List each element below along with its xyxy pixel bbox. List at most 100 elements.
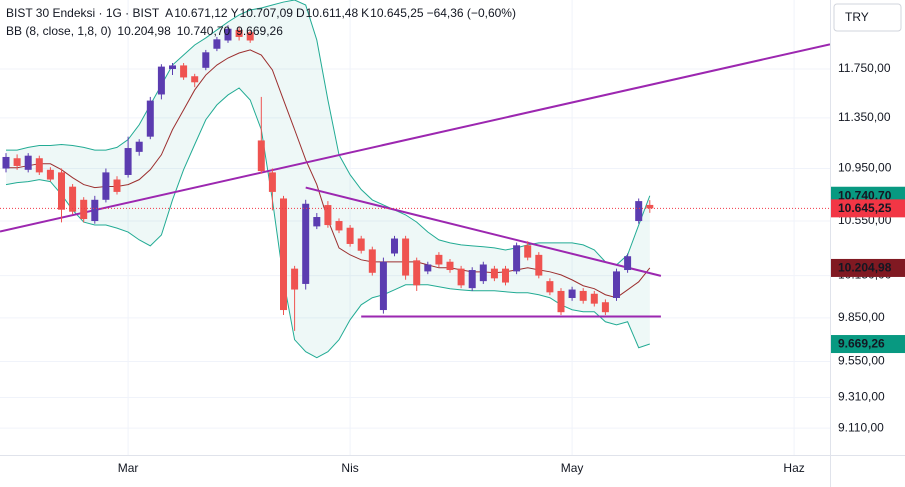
- candle-body: [457, 268, 465, 286]
- candle-body: [113, 179, 121, 192]
- y-tick-label: 11.350,00: [838, 110, 891, 124]
- candle-body: [13, 158, 21, 166]
- candle-body: [601, 302, 609, 313]
- y-tick-label: 11.750,00: [838, 61, 891, 75]
- candle-body: [579, 290, 587, 301]
- candle-body: [69, 186, 77, 212]
- candle-body: [58, 172, 65, 210]
- y-tick-label: 9.550,00: [838, 354, 885, 368]
- candle-body: [535, 254, 543, 276]
- candle-body: [646, 204, 654, 209]
- price-badge-label: 10.204,98: [838, 261, 892, 275]
- candle-body: [635, 201, 643, 222]
- candle-body: [346, 227, 354, 244]
- candle-body: [435, 254, 443, 265]
- candle-body: [213, 39, 221, 49]
- candle-body: [135, 141, 143, 152]
- price-axis: 11.750,0011.350,0010.950,0010.550,0010.1…: [831, 61, 905, 434]
- candle-body: [590, 293, 598, 304]
- candle-body: [302, 203, 310, 284]
- candle-body: [157, 66, 165, 95]
- candle-body: [568, 289, 576, 298]
- x-tick-label: Mar: [118, 461, 139, 475]
- candle-body: [91, 199, 99, 222]
- candle-body: [324, 205, 332, 226]
- candle-body: [124, 148, 132, 175]
- legend-text: 10.611,48: [306, 6, 359, 20]
- price-badge: [831, 199, 905, 218]
- candle-body: [146, 100, 154, 137]
- x-tick-label: Haz: [783, 461, 804, 475]
- candle-body: [169, 65, 176, 70]
- candle-body: [202, 52, 210, 68]
- x-tick-label: Nis: [341, 461, 358, 475]
- candle-body: [24, 155, 32, 170]
- candle-body: [35, 158, 43, 173]
- candle-body: [2, 156, 10, 169]
- candle-body: [368, 249, 376, 273]
- candle-body: [413, 260, 421, 286]
- candle-body: [479, 264, 487, 282]
- price-badge: [831, 335, 905, 354]
- candle-body: [46, 169, 54, 180]
- candle-body: [191, 76, 199, 83]
- price-badge-label: 10.740,70: [838, 188, 892, 202]
- candle-body: [335, 221, 343, 231]
- legend-text: K: [361, 6, 369, 20]
- candle-body: [313, 217, 321, 227]
- currency-label[interactable]: TRY: [845, 10, 869, 24]
- candle-body: [180, 65, 188, 78]
- y-tick-label: 9.310,00: [838, 390, 885, 404]
- legend-text: 9.669,26: [236, 24, 283, 38]
- candle-body: [102, 172, 110, 200]
- plot-area: [0, 0, 830, 455]
- legend: BIST 30 Endeksi · 1G · BIST A 10.671,12 Y 10…: [6, 6, 516, 38]
- legend-text: −64,36 (−0,60%): [427, 6, 516, 20]
- candle-body: [80, 199, 88, 220]
- candle-body: [524, 245, 532, 258]
- legend-text: 10.707,09: [240, 6, 294, 20]
- candle-body: [546, 281, 554, 293]
- y-tick-label: 10.950,00: [838, 161, 892, 175]
- candle-body: [391, 238, 398, 254]
- y-tick-label: 9.850,00: [838, 310, 885, 324]
- candle-body: [624, 256, 632, 271]
- currency-button[interactable]: [833, 3, 902, 32]
- legend-text: D: [296, 6, 305, 20]
- y-tick-label: 9.110,00: [838, 420, 884, 434]
- legend-text: 10.740,70: [177, 24, 231, 38]
- trend-line: [305, 186, 662, 277]
- trend-line: [0, 43, 830, 233]
- candle-body: [446, 261, 454, 271]
- candle-body: [490, 268, 498, 279]
- candle-body: [280, 198, 287, 311]
- lower-band-line: [5, 87, 650, 359]
- candle-body: [424, 264, 432, 272]
- candle-body: [513, 245, 521, 272]
- legend-text: 10.645,25: [370, 6, 424, 20]
- candle-body: [224, 28, 232, 41]
- candle-body: [502, 268, 509, 283]
- candle-body: [468, 270, 476, 289]
- price-badge: [831, 258, 905, 277]
- candle-body: [613, 271, 620, 298]
- legend-text: BB (8, close, 1,8, 0): [6, 24, 111, 38]
- legend-text: 10.204,98: [117, 24, 171, 38]
- price-badge-label: 10.645,25: [838, 201, 892, 215]
- price-badge-label: 9.669,26: [838, 337, 885, 351]
- candle-body: [257, 140, 265, 172]
- candle-body: [291, 268, 299, 290]
- candle-body: [402, 238, 410, 276]
- candle-body: [235, 29, 243, 37]
- candle-body: [557, 290, 565, 313]
- legend-text: 10.671,12: [174, 6, 228, 20]
- legend-text: A: [165, 6, 173, 20]
- candle-body: [379, 261, 387, 311]
- candle-body: [357, 238, 365, 251]
- band-fill: [6, 0, 650, 358]
- candle-body: [246, 32, 254, 41]
- upper-band-line: [6, 0, 651, 266]
- candle-body: [268, 172, 276, 192]
- x-tick-label: May: [561, 461, 584, 475]
